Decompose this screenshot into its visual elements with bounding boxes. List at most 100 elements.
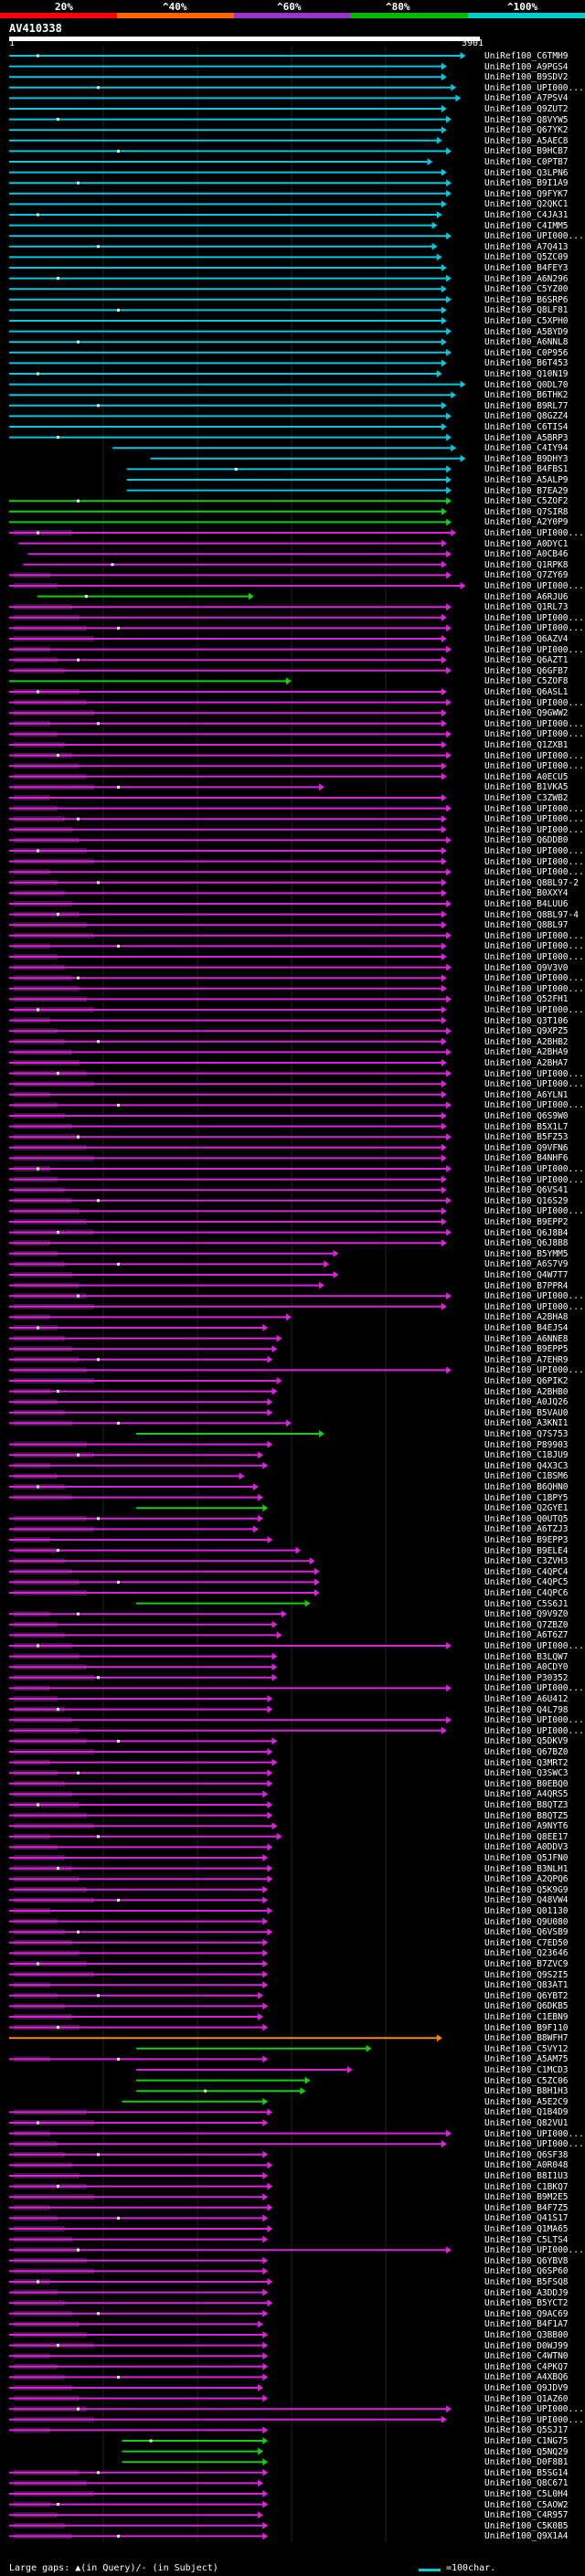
hit-label[interactable]: UniRef100_C5S6J1 — [484, 1598, 569, 1609]
hit-label[interactable]: UniRef100_Q7ZBZ0 — [484, 1619, 569, 1630]
hit-label[interactable]: UniRef100_UPI000... — [484, 2414, 584, 2425]
hit-label[interactable]: UniRef100_B9EPP3 — [484, 1535, 569, 1545]
hit-label[interactable]: UniRef100_UPI000... — [484, 2139, 584, 2150]
hit-label[interactable]: UniRef100_UPI000... — [484, 1683, 584, 1694]
hit-label[interactable]: UniRef100_Q6ASL1 — [484, 687, 569, 697]
hit-label[interactable]: UniRef100_C5ZC06 — [484, 2075, 569, 2086]
hit-label[interactable]: UniRef100_UPI000... — [484, 1068, 584, 1079]
hit-label[interactable]: UniRef100_A0DYC1 — [484, 538, 569, 549]
hit-label[interactable]: UniRef100_Q4X3C3 — [484, 1460, 569, 1471]
hit-label[interactable]: UniRef100_Q7ZY69 — [484, 570, 569, 581]
hit-label[interactable]: UniRef100_B9EPP2 — [484, 1217, 569, 1227]
hit-label[interactable]: UniRef100_C5LTS4 — [484, 2234, 569, 2245]
hit-label[interactable]: UniRef100_A6NNE8 — [484, 1333, 569, 1344]
hit-label[interactable]: UniRef100_Q6S9W0 — [484, 1111, 569, 1121]
hit-label[interactable]: UniRef100_Q9VFN6 — [484, 1142, 569, 1153]
hit-label[interactable]: UniRef100_UPI000... — [484, 1725, 584, 1736]
hit-label[interactable]: UniRef100_Q3LPN6 — [484, 167, 569, 178]
hit-label[interactable]: UniRef100_C0P956 — [484, 347, 569, 358]
hit-label[interactable]: UniRef100_Q6VS41 — [484, 1185, 569, 1196]
hit-label[interactable]: UniRef100_B8I1U3 — [484, 2171, 569, 2181]
hit-label[interactable]: UniRef100_Q1RPK8 — [484, 559, 569, 570]
hit-label[interactable]: UniRef100_A3DDJ9 — [484, 2287, 569, 2298]
hit-label[interactable]: UniRef100_Q67BZ0 — [484, 1747, 569, 1757]
hit-label[interactable]: UniRef100_UPI000... — [484, 846, 584, 856]
hit-label[interactable]: UniRef100_B4LUU6 — [484, 899, 569, 909]
hit-label[interactable]: UniRef100_B9F110 — [484, 2022, 569, 2033]
hit-label[interactable]: UniRef100_Q6PIK2 — [484, 1376, 569, 1386]
hit-label[interactable]: UniRef100_Q4W7T7 — [484, 1270, 569, 1280]
hit-label[interactable]: UniRef100_B1VKA5 — [484, 782, 569, 793]
hit-label[interactable]: UniRef100_C4IMM5 — [484, 220, 569, 231]
hit-label[interactable]: UniRef100_Q67YK2 — [484, 125, 569, 136]
hit-label[interactable]: UniRef100_B4NHF6 — [484, 1153, 569, 1164]
hit-label[interactable]: UniRef100_C4R957 — [484, 2510, 569, 2521]
hit-label[interactable]: UniRef100_Q9AC69 — [484, 2308, 569, 2319]
hit-label[interactable]: UniRef100_A5E2C9 — [484, 2096, 569, 2107]
hit-label[interactable]: UniRef100_Q6DDB0 — [484, 835, 569, 846]
hit-label[interactable]: UniRef100_Q4L798 — [484, 1704, 569, 1715]
hit-label[interactable]: UniRef100_A7Q413 — [484, 241, 569, 252]
hit-label[interactable]: UniRef100_C1BJU9 — [484, 1450, 569, 1461]
hit-label[interactable]: UniRef100_Q6SF38 — [484, 2149, 569, 2160]
hit-label[interactable]: UniRef100_B8QTZ3 — [484, 1800, 569, 1810]
hit-label[interactable]: UniRef100_UPI000... — [484, 952, 584, 962]
hit-label[interactable]: UniRef100_C4PKQ7 — [484, 2361, 569, 2372]
hit-label[interactable]: UniRef100_C5AOW2 — [484, 2499, 569, 2510]
hit-label[interactable]: UniRef100_Q8VYW5 — [484, 114, 569, 125]
hit-label[interactable]: UniRef100_Q8BL97-4 — [484, 909, 579, 920]
hit-label[interactable]: UniRef100_UPI000... — [484, 1079, 584, 1090]
hit-label[interactable]: UniRef100_A5ALP9 — [484, 475, 569, 485]
hit-label[interactable]: UniRef100_UPI000... — [484, 867, 584, 878]
hit-label[interactable]: UniRef100_B9I1A9 — [484, 178, 569, 189]
hit-label[interactable]: UniRef100_B7PPR4 — [484, 1280, 569, 1291]
hit-label[interactable]: UniRef100_B7EA29 — [484, 485, 569, 496]
hit-label[interactable]: UniRef100_Q6J8B4 — [484, 1227, 569, 1238]
hit-label[interactable]: UniRef100_B7ZVC9 — [484, 1959, 569, 1969]
hit-label[interactable]: UniRef100_Q0UTQ5 — [484, 1513, 569, 1524]
hit-label[interactable]: UniRef100_UPI000... — [484, 528, 584, 538]
hit-label[interactable]: UniRef100_A2QPQ6 — [484, 1874, 569, 1885]
hit-label[interactable]: UniRef100_UPI000... — [484, 729, 584, 740]
hit-label[interactable]: UniRef100_P89903 — [484, 1439, 569, 1450]
hit-label[interactable]: UniRef100_B9SDV2 — [484, 72, 569, 83]
hit-label[interactable]: UniRef100_UPI000... — [484, 644, 584, 655]
hit-label[interactable]: UniRef100_C4JA31 — [484, 210, 569, 220]
hit-label[interactable]: UniRef100_Q8BL97 — [484, 920, 569, 931]
hit-label[interactable]: UniRef100_B5VAU0 — [484, 1407, 569, 1418]
hit-label[interactable]: UniRef100_Q6SP60 — [484, 2266, 569, 2277]
hit-label[interactable]: UniRef100_Q23646 — [484, 1948, 569, 1959]
hit-label[interactable]: UniRef100_UPI000... — [484, 761, 584, 772]
hit-label[interactable]: UniRef100_A9PGS4 — [484, 61, 569, 72]
hit-label[interactable]: UniRef100_Q5SJ17 — [484, 2425, 569, 2436]
hit-label[interactable]: UniRef100_A6U412 — [484, 1694, 569, 1704]
hit-label[interactable]: UniRef100_C5ZOF2 — [484, 496, 569, 507]
hit-label[interactable]: UniRef100_UPI000... — [484, 856, 584, 867]
hit-label[interactable]: UniRef100_Q82VU1 — [484, 2118, 569, 2128]
hit-label[interactable]: UniRef100_C5YZ00 — [484, 284, 569, 295]
hit-label[interactable]: UniRef100_B5X1L7 — [484, 1121, 569, 1132]
hit-label[interactable]: UniRef100_A0ECU5 — [484, 771, 569, 782]
hit-label[interactable]: UniRef100_C1BPY5 — [484, 1492, 569, 1503]
hit-label[interactable]: UniRef100_UPI000... — [484, 983, 584, 994]
hit-label[interactable]: UniRef100_A6TZJ3 — [484, 1524, 569, 1535]
hit-label[interactable]: UniRef100_Q7SIR8 — [484, 506, 569, 517]
hit-label[interactable]: UniRef100_A0DDV3 — [484, 1842, 569, 1853]
hit-label[interactable]: UniRef100_UPI000... — [484, 973, 584, 984]
hit-label[interactable]: UniRef100_Q5ZC09 — [484, 252, 569, 263]
hit-label[interactable]: UniRef100_A2BHA9 — [484, 1047, 569, 1058]
hit-label[interactable]: UniRef100_Q1AZ60 — [484, 2393, 569, 2404]
hit-label[interactable]: UniRef100_UPI000... — [484, 941, 584, 952]
hit-label[interactable]: UniRef100_UPI000... — [484, 803, 584, 814]
hit-label[interactable]: UniRef100_C4IY94 — [484, 443, 569, 454]
hit-label[interactable]: UniRef100_C5L0H4 — [484, 2489, 569, 2499]
hit-label[interactable]: UniRef100_A5AM75 — [484, 2054, 569, 2065]
hit-label[interactable]: UniRef100_Q9U080 — [484, 1916, 569, 1927]
hit-label[interactable]: UniRef100_B4FEY3 — [484, 263, 569, 273]
hit-label[interactable]: UniRef100_Q3MRT2 — [484, 1757, 569, 1768]
hit-label[interactable]: UniRef100_A5BRP3 — [484, 432, 569, 443]
hit-label[interactable]: UniRef100_Q16S29 — [484, 1195, 569, 1206]
hit-label[interactable]: UniRef100_A5AEC8 — [484, 135, 569, 146]
hit-label[interactable]: UniRef100_UPI000... — [484, 750, 584, 761]
hit-label[interactable]: UniRef100_UPI000... — [484, 1715, 584, 1726]
